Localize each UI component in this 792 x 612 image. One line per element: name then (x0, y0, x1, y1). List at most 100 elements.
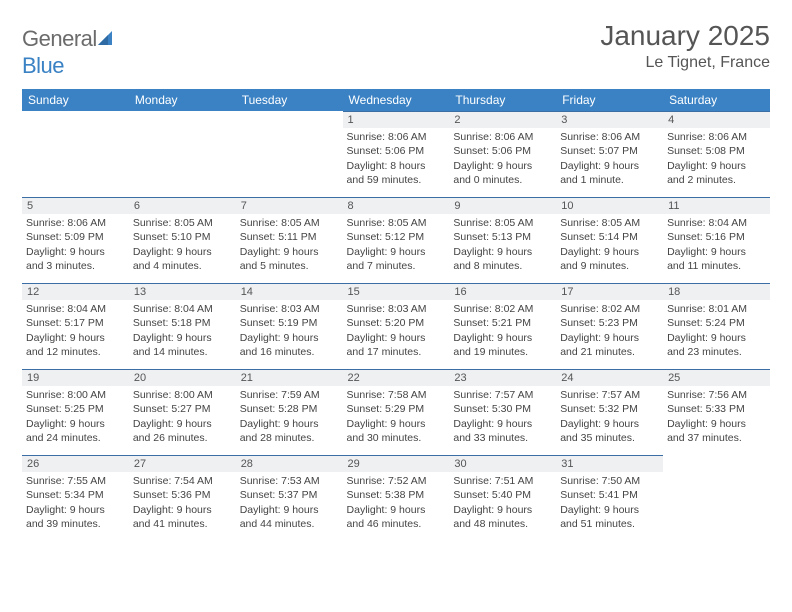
sunset-line: Sunset: 5:16 PM (667, 231, 745, 243)
sunrise-line: Sunrise: 7:57 AM (560, 389, 640, 401)
day-number: 13 (129, 283, 236, 300)
day-details: Sunrise: 8:00 AMSunset: 5:25 PMDaylight:… (22, 388, 129, 449)
location-subtitle: Le Tignet, France (600, 54, 770, 72)
calendar-empty-cell: .. (663, 455, 770, 541)
daylight-line: Daylight: 9 hours and 4 minutes. (133, 246, 212, 272)
day-details: Sunrise: 7:58 AM Sunset: 5:29 PM Daylight:… (343, 388, 450, 449)
sunset-line: Sunset: 5:23 PM (560, 317, 638, 329)
sunrise-line: Sunrise: 8:05 AM (133, 217, 213, 229)
daylight-line: Daylight: 9 hours and 5 minutes. (240, 246, 319, 272)
day-details: Sunrise: 7:51 AMSunset: 5:40 PMDaylight:… (449, 474, 556, 535)
sunset-line: Sunset: 5:11 PM (240, 231, 317, 243)
day-number: 7 (236, 197, 343, 214)
calendar-day-cell: 3Sunrise: 8:06 AMSunset: 5:07 PMDaylight… (556, 111, 663, 197)
day-details: Sunrise: 7:53 AMSunset: 5:37 PMDaylight:… (236, 474, 343, 535)
daylight-line: Daylight: 9 hours and 48 minutes. (453, 504, 532, 530)
day-details: Sunrise: 8:06 AMSunset: 5:09 PMDaylight:… (22, 216, 129, 277)
calendar-day-cell: 7 Sunrise: 8:05 AMSunset: 5:11 PMDaylight… (236, 197, 343, 283)
day-header: Friday (556, 89, 663, 111)
day-details: Sunrise: 8:06 AMSunset: 5:06 PMDaylight:… (343, 130, 450, 191)
sunrise-line: Sunrise: 7:56 AM (667, 389, 747, 401)
day-details: Sunrise: 8:02 AMSunset: 5:23 PMDaylight:… (556, 302, 663, 363)
daylight-line: Daylight: 9 hours and 30 minutes. (347, 418, 426, 444)
daylight-line: Daylight: 8 hours and 59 minutes. (347, 160, 426, 186)
day-details: Sunrise: 8:05 AMSunset: 5:11 PMDaylight:… (236, 216, 343, 277)
daylight-line: Daylight: 9 hours and 39 minutes. (26, 504, 105, 530)
day-number: 26 (22, 455, 129, 472)
sunrise-line: Sunrise: 8:05 AM (347, 217, 427, 229)
day-details: Sunrise: 8:02 AMSunset: 5:21 PMDaylight:… (449, 302, 556, 363)
sunrise-line: Sunrise: 8:00 AM (133, 389, 213, 401)
sunrise-line: Sunrise: 7:57 AM (453, 389, 533, 401)
day-details: Sunrise: 7:50 AMSunset: 5:41 PMDaylight:… (556, 474, 663, 535)
day-number: 31 (556, 455, 663, 472)
day-header-row: SundayMondayTuesdayWednesdayThursdayFrid… (22, 89, 770, 111)
calendar-week-row: 5Sunrise: 8:06 AMSunset: 5:09 PMDaylight… (22, 197, 770, 283)
calendar-day-cell: 29Sunrise: 7:52 AMSunset: 5:38 PMDayligh… (343, 455, 450, 541)
brand-logo: GeneralBlue (22, 20, 117, 79)
day-number: 30 (449, 455, 556, 472)
day-number: 6 (129, 197, 236, 214)
sunset-line: Sunset: 5:32 PM (560, 403, 638, 415)
day-details: Sunrise: 7:59 AMSunset: 5:28 PMDaylight:… (236, 388, 343, 449)
brand-part1: General (22, 26, 97, 51)
daylight-line: Daylight: 9 hours and 14 minutes. (133, 332, 212, 358)
daylight-line: Daylight: 9 hours and 46 minutes. (347, 504, 426, 530)
daylight-line: Daylight: 9 hours and 1 minute. (560, 160, 639, 186)
day-number: 2 (449, 111, 556, 128)
sunset-line: Sunset: 5:34 PM (26, 489, 104, 501)
calendar-table: SundayMondayTuesdayWednesdayThursdayFrid… (22, 89, 770, 541)
sunset-line: Sunset: 5:40 PM (453, 489, 531, 501)
brand-sail-icon (98, 27, 116, 53)
day-number: 29 (343, 455, 450, 472)
day-details: Sunrise: 8:06 AMSunset: 5:08 PMDaylight:… (663, 130, 770, 191)
sunrise-line: Sunrise: 7:59 AM (240, 389, 320, 401)
day-details: Sunrise: 8:04 AMSunset: 5:16 PMDaylight:… (663, 216, 770, 277)
sunrise-line: Sunrise: 8:06 AM (560, 131, 640, 143)
day-details: Sunrise: 8:05 AMSunset: 5:13 PMDaylight:… (449, 216, 556, 277)
sunrise-line: Sunrise: 8:03 AM (240, 303, 320, 315)
day-number: 19 (22, 369, 129, 386)
daylight-line: Daylight: 9 hours and 9 minutes. (560, 246, 639, 272)
sunrise-line: Sunrise: 7:55 AM (26, 475, 106, 487)
sunset-line: Sunset: 5:41 PM (560, 489, 638, 501)
sunset-line: Sunset: 5:21 PM (453, 317, 531, 329)
calendar-day-cell: 16Sunrise: 8:02 AMSunset: 5:21 PMDayligh… (449, 283, 556, 369)
day-number: 1 (343, 111, 450, 128)
calendar-day-cell: 27Sunrise: 7:54 AMSunset: 5:36 PMDayligh… (129, 455, 236, 541)
day-number: 3 (556, 111, 663, 128)
sunrise-line: Sunrise: 8:03 AM (347, 303, 427, 315)
calendar-day-cell: 18Sunrise: 8:01 AMSunset: 5:24 PMDayligh… (663, 283, 770, 369)
calendar-day-cell: 15Sunrise: 8:03 AMSunset: 5:20 PMDayligh… (343, 283, 450, 369)
day-number: 4 (663, 111, 770, 128)
day-number: 12 (22, 283, 129, 300)
brand-name: GeneralBlue (22, 26, 117, 79)
sunset-line: Sunset: 5:29 PM (347, 403, 425, 415)
sunset-line: Sunset: 5:13 PM (453, 231, 531, 243)
daylight-line: Daylight: 9 hours and 26 minutes. (133, 418, 212, 444)
calendar-day-cell: 28Sunrise: 7:53 AMSunset: 5:37 PMDayligh… (236, 455, 343, 541)
sunrise-line: Sunrise: 7:50 AM (560, 475, 640, 487)
sunset-line: Sunset: 5:10 PM (133, 231, 211, 243)
day-header: Sunday (22, 89, 129, 111)
day-header: Thursday (449, 89, 556, 111)
calendar-day-cell: 11Sunrise: 8:04 AMSunset: 5:16 PMDayligh… (663, 197, 770, 283)
calendar-day-cell: 20Sunrise: 8:00 AMSunset: 5:27 PMDayligh… (129, 369, 236, 455)
sunset-line: Sunset: 5:08 PM (667, 145, 745, 157)
page-header: GeneralBlue January 2025 Le Tignet, Fran… (22, 20, 770, 79)
sunset-line: Sunset: 5:36 PM (133, 489, 211, 501)
sunrise-line: Sunrise: 7:58 AM (347, 389, 427, 401)
sunset-line: Sunset: 5:18 PM (133, 317, 211, 329)
sunrise-line: Sunrise: 8:06 AM (347, 131, 427, 143)
calendar-day-cell: 25Sunrise: 7:56 AMSunset: 5:33 PMDayligh… (663, 369, 770, 455)
calendar-day-cell: 8Sunrise: 8:05 AMSunset: 5:12 PMDaylight… (343, 197, 450, 283)
daylight-line: Daylight: 9 hours and 12 minutes. (26, 332, 105, 358)
daylight-line: Daylight: 9 hours and 7 minutes. (347, 246, 426, 272)
calendar-day-cell: 23Sunrise: 7:57 AMSunset: 5:30 PMDayligh… (449, 369, 556, 455)
sunrise-line: Sunrise: 7:52 AM (347, 475, 427, 487)
day-details: Sunrise: 7:54 AMSunset: 5:36 PMDaylight:… (129, 474, 236, 535)
sunrise-line: Sunrise: 7:53 AM (240, 475, 320, 487)
sunset-line: Sunset: 5:33 PM (667, 403, 745, 415)
sunset-line: Sunset: 5:06 PM (453, 145, 531, 157)
sunset-line: Sunset: 5:19 PM (240, 317, 318, 329)
